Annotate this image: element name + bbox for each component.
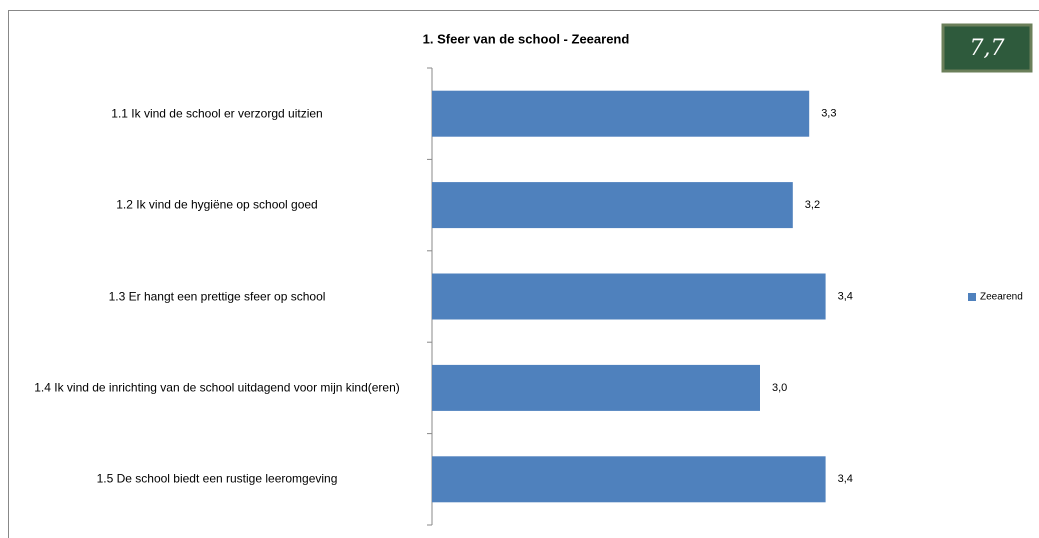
value-label: 3,2 — [805, 199, 820, 211]
category-label: 1.3 Er hangt een prettige sfeer op schoo… — [12, 288, 422, 305]
page: 1. Sfeer van de school - Zeearend 7,7 3,… — [0, 0, 1039, 538]
bar — [432, 274, 826, 320]
value-label: 3,4 — [838, 290, 853, 302]
chart: 1. Sfeer van de school - Zeearend 7,7 3,… — [0, 0, 1039, 538]
legend-label: Zeearend — [980, 292, 1023, 303]
chart-title: 1. Sfeer van de school - Zeearend — [423, 31, 630, 46]
bar — [432, 365, 760, 411]
value-label: 3,0 — [772, 382, 787, 394]
value-label: 3,4 — [838, 473, 853, 485]
category-label: 1.1 Ik vind de school er verzorgd uitzie… — [12, 105, 422, 122]
badge-text: 7,7 — [970, 36, 1005, 61]
bar — [432, 182, 793, 228]
value-label: 3,3 — [821, 108, 836, 120]
bar — [432, 456, 826, 502]
bar — [432, 91, 809, 137]
category-label: 1.5 De school biedt een rustige leeromge… — [12, 471, 422, 488]
category-label: 1.4 Ik vind de inrichting van de school … — [12, 379, 422, 396]
category-label: 1.2 Ik vind de hygiëne op school goed — [12, 197, 422, 214]
legend-swatch — [968, 293, 976, 301]
